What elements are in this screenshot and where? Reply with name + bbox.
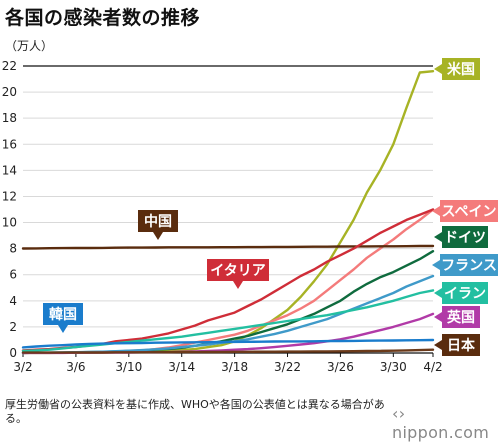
series-label-box (442, 306, 480, 328)
series-label-text: ドイツ (444, 230, 486, 246)
series-label-pointer (233, 281, 243, 289)
series-line (21, 69, 435, 355)
series-label: イラン (434, 282, 488, 304)
chart-title: 各国の感染者数の推移 (5, 7, 201, 29)
x-tick-label: 3/30 (380, 360, 407, 374)
series-label-pointer (434, 312, 442, 322)
series-label-box (440, 254, 498, 276)
y-tick-label: 22 (2, 59, 17, 73)
x-tick-label: 3/10 (115, 360, 142, 374)
y-tick-label: 20 (2, 85, 17, 99)
series-label: 韓国 (43, 303, 83, 333)
series-label-box (442, 282, 488, 304)
y-axis-unit-label: （万人） (5, 39, 53, 53)
series-label-box (207, 259, 269, 281)
series-label: 中国 (138, 210, 178, 240)
series-line (21, 348, 435, 354)
series-label-box (442, 334, 480, 356)
x-tick-label: 3/2 (13, 360, 32, 374)
series-label: ドイツ (434, 226, 488, 248)
y-tick-label: 4 (9, 294, 17, 308)
y-tick-label: 10 (2, 216, 17, 230)
series-label: フランス (432, 254, 498, 276)
series-line (21, 338, 435, 349)
y-tick-label: 6 (9, 268, 17, 282)
series-label: スペイン (432, 200, 498, 222)
x-tick-label: 3/14 (168, 360, 195, 374)
x-tick-label: 3/18 (221, 360, 248, 374)
series-line (21, 244, 435, 250)
line-chart: （万人） 0 2 4 6 8 10 12 14 16 18 20 22 3/2 3/6 3/10 3/14 3/1… (2, 39, 498, 374)
series-label: 日本 (434, 334, 480, 356)
series-label-pointer (153, 232, 163, 240)
series-label-box (440, 200, 498, 222)
series-label-text: イタリア (210, 263, 265, 279)
y-tick-label: 16 (2, 137, 17, 151)
x-tick-label: 3/26 (327, 360, 354, 374)
series-label: 米国 (434, 58, 480, 80)
series-label-box (138, 210, 178, 232)
series-label-text: 中国 (144, 213, 172, 230)
series-label: 英国 (434, 306, 480, 328)
series-label-box (442, 58, 480, 80)
series-label-text: イラン (444, 286, 486, 302)
series-label-pointer (432, 260, 440, 270)
series-label-pointer (432, 206, 440, 216)
series-label-pointer (58, 325, 68, 333)
series-label-text: 韓国 (49, 306, 77, 323)
x-tick-label: 4/2 (423, 360, 442, 374)
series-lines (21, 69, 435, 355)
x-tick-label: 3/6 (66, 360, 85, 374)
series-label-text: 米国 (447, 61, 475, 78)
series-line (21, 289, 435, 353)
series-label-text: スペイン (441, 204, 496, 220)
y-tick-label: 2 (9, 320, 17, 334)
brand-text: nippon.com (392, 423, 490, 442)
source-note: 厚生労働省の公表資料を基に作成、WHOや各国の公表値とは異なる場合がある。 (5, 398, 385, 425)
y-tick-label: 8 (9, 242, 17, 256)
series-label-pointer (434, 288, 442, 298)
series-label-box (442, 226, 488, 248)
brand-logo: ‹› nippon.com (392, 404, 500, 442)
y-tick-label: 0 (9, 346, 17, 360)
series-label-pointer (434, 232, 442, 242)
gridlines (23, 65, 433, 354)
y-tick-label: 14 (2, 163, 17, 177)
y-tick-label: 18 (2, 111, 17, 125)
series-label-text: 英国 (446, 309, 475, 326)
series-label-text: 日本 (447, 337, 476, 354)
series-label-pointer (434, 64, 442, 74)
series-label-text: フランス (441, 258, 497, 274)
series-label-pointer (434, 340, 442, 350)
link-icon: ‹› (392, 404, 406, 423)
series-label-box (43, 303, 83, 325)
y-tick-label: 12 (2, 189, 17, 203)
series-label: イタリア (207, 259, 269, 289)
x-tick-label: 3/22 (274, 360, 301, 374)
